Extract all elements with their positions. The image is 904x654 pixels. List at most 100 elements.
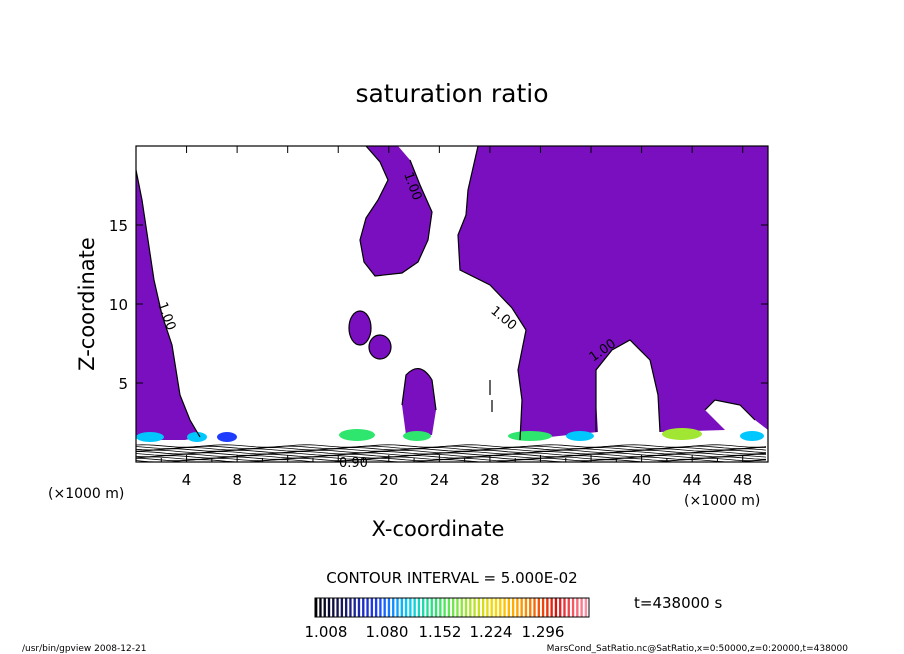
- hotspot: [339, 429, 375, 441]
- colorbar-cell: [422, 598, 425, 617]
- colorbar-tick-label: 1.008: [305, 623, 348, 641]
- colorbar-cell: [400, 598, 403, 617]
- colorbar-cell: [430, 598, 433, 617]
- colorbar-cell: [529, 598, 532, 617]
- saturated-region-blob-2: [369, 335, 391, 359]
- surface-contour-lines: [136, 444, 767, 462]
- contour-line-7: [368, 334, 392, 360]
- surface-hotspots: [136, 428, 764, 442]
- contour-line-3: [595, 339, 661, 433]
- hotspot: [508, 431, 552, 441]
- colorbar-cell: [516, 598, 519, 617]
- saturated-regions: [136, 146, 768, 440]
- contour-line-5: [704, 399, 756, 421]
- hotspot: [187, 432, 207, 442]
- colorbar-cell: [533, 598, 536, 617]
- surface-contour: [136, 455, 767, 459]
- colorbar-cell: [434, 598, 438, 617]
- x-tick-label: 12: [278, 471, 297, 489]
- colorbar-cell: [370, 598, 374, 617]
- colorbar-tick-label: 1.152: [419, 623, 462, 641]
- colorbar-cell: [464, 598, 468, 617]
- saturated-region-blob-1: [349, 311, 371, 345]
- contour-outlines: [136, 146, 756, 441]
- contour-line-2: [457, 146, 527, 441]
- colorbar-cell: [417, 598, 421, 617]
- colorbar-cell: [349, 598, 352, 617]
- colorbar-cell: [576, 598, 579, 617]
- colorbar-tick-label: 1.080: [366, 623, 409, 641]
- surface-contour: [136, 451, 767, 455]
- colorbar-cell: [327, 598, 331, 617]
- colorbar-cell: [447, 598, 451, 617]
- contour-line-6: [348, 310, 372, 346]
- saturated-region-upper-middle: [360, 146, 432, 276]
- x-tick-label: 4: [182, 471, 192, 489]
- x-tick-label: 8: [232, 471, 242, 489]
- colorbar-tick-label: 1.224: [470, 623, 513, 641]
- colorbar-cell: [511, 598, 515, 617]
- colorbar-cell: [374, 598, 378, 617]
- colorbar-cell: [499, 598, 502, 617]
- x-tick-label: 24: [430, 471, 449, 489]
- colorbar-cell: [520, 598, 523, 617]
- y-tick-label: 5: [118, 375, 128, 393]
- colorbar-cell: [353, 598, 356, 617]
- colorbar-cell: [469, 598, 472, 617]
- colorbar-cell: [584, 598, 588, 617]
- y-axis: 5 10 15: [109, 217, 768, 393]
- hotspot: [136, 432, 164, 442]
- colorbar-cell: [456, 598, 459, 617]
- colorbar-cell: [392, 598, 395, 617]
- plot-area: [136, 146, 768, 462]
- colorbar: [314, 597, 590, 618]
- contour-line-1: [359, 146, 433, 277]
- colorbar-cell: [366, 598, 369, 617]
- x-tick-label: 40: [632, 471, 651, 489]
- surface-contour: [136, 448, 767, 452]
- chart-title: saturation ratio: [355, 79, 548, 108]
- saturated-region-column: [402, 368, 436, 435]
- colorbar-ticks: 1.008 1.080 1.152 1.224 1.296: [305, 623, 565, 641]
- colorbar-cell: [490, 598, 493, 617]
- contour-label: 0.90: [339, 456, 368, 471]
- colorbar-cell: [481, 598, 485, 617]
- colorbar-cell: [413, 598, 416, 617]
- y-tick-label: 15: [109, 217, 128, 235]
- colorbar-cell: [554, 598, 558, 617]
- colorbar-cell: [336, 598, 339, 617]
- colorbar-frame: [314, 597, 590, 618]
- y-axis-label: Z-coordinate: [75, 237, 99, 371]
- x-unit-left: (×1000 m): [48, 486, 124, 502]
- footer-right: MarsCond_SatRatio.nc@SatRatio,x=0:50000,…: [547, 644, 849, 654]
- colorbar-cell: [332, 598, 335, 617]
- x-tick-label: 36: [581, 471, 600, 489]
- x-axis: 4 8 12 16 20 24 28 32 36 40 44 48: [160, 146, 752, 489]
- colorbar-cell: [383, 598, 386, 617]
- colorbar-cell: [559, 598, 562, 617]
- colorbar-cell: [541, 598, 545, 617]
- colorbar-cell: [344, 598, 348, 617]
- colorbar-cell: [409, 598, 412, 617]
- contour-line-4: [136, 169, 201, 438]
- hotspot: [566, 431, 594, 441]
- colorbar-cell: [439, 598, 442, 617]
- hotspot: [740, 431, 764, 441]
- colorbar-cell: [323, 598, 326, 617]
- colorbar-cell: [473, 598, 476, 617]
- colorbar-tick-label: 1.296: [522, 623, 565, 641]
- colorbar-cell: [396, 598, 399, 617]
- hotspot: [217, 432, 237, 442]
- colorbar-cell: [477, 598, 481, 617]
- colorbar-cell: [404, 598, 408, 617]
- colorbar-cell: [494, 598, 498, 617]
- x-tick-label: 44: [683, 471, 702, 489]
- y-tick-label: 10: [109, 296, 128, 314]
- contour-line-8: [401, 368, 437, 411]
- colorbar-cell: [315, 598, 318, 617]
- colorbar-cell: [319, 598, 322, 617]
- colorbar-cell: [443, 598, 446, 617]
- x-tick-label: 48: [733, 471, 752, 489]
- footer-left: /usr/bin/gpview 2008-12-21: [22, 644, 146, 654]
